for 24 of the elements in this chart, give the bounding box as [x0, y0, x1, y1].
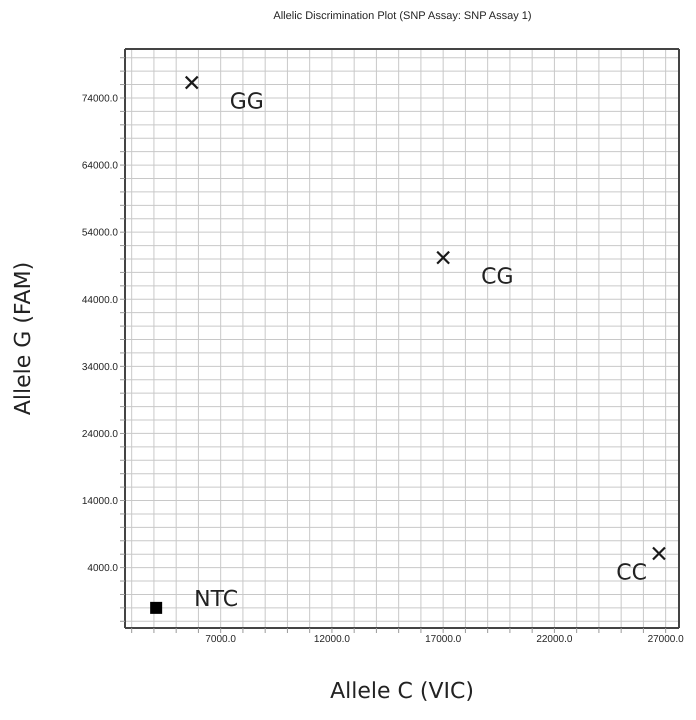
point: [436, 250, 450, 265]
annotation: NTC: [194, 586, 238, 612]
y-tick-label: 44000.0: [82, 294, 118, 306]
annotation: CC: [616, 560, 647, 586]
chart-title: Allelic Discrimination Plot (SNP Assay: SNP Assay 1): [272, 10, 533, 22]
annotation: CG: [481, 264, 514, 290]
y-tick-label: 74000.0: [82, 94, 118, 105]
point: [652, 546, 666, 561]
y-tick-label: 24000.0: [82, 428, 118, 440]
annotation: GG: [230, 90, 264, 115]
y-tick-label: 34000.0: [82, 362, 118, 373]
y-axis-title: Allele G (FAM): [10, 262, 36, 416]
point: [150, 602, 162, 614]
x-tick-label: 27000.0: [648, 634, 684, 646]
point: [184, 75, 199, 90]
y-tick-label: 4000.0: [87, 563, 118, 574]
x-tick-label: 12000.0: [314, 634, 350, 646]
x-tick-label: 17000.0: [425, 634, 462, 646]
x-axis-title: Allele C (VIC): [330, 679, 474, 704]
y-tick-label: 64000.0: [82, 160, 118, 172]
y-tick-label: 54000.0: [82, 228, 118, 239]
x-tick-label: 22000.0: [536, 634, 573, 646]
x-tick-label: 7000.0: [205, 634, 236, 646]
y-tick-label: 14000.0: [82, 496, 118, 508]
